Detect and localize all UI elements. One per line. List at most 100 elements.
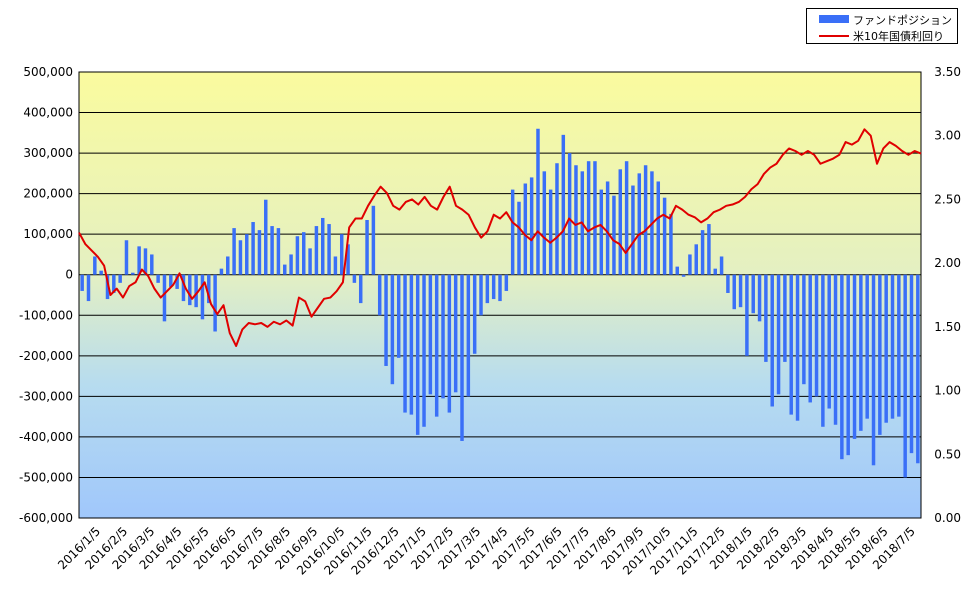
fund-position-bar — [738, 274, 743, 308]
fund-position-bar — [643, 165, 648, 275]
fund-position-bar — [656, 181, 661, 275]
fund-position-bar — [770, 274, 774, 407]
fund-position-bar — [890, 274, 895, 419]
fund-position-bar — [422, 274, 426, 427]
fund-position-bar — [846, 274, 850, 456]
fund-position-bar — [453, 274, 458, 393]
fund-position-bar — [909, 274, 914, 454]
fund-position-bar — [593, 161, 597, 275]
fund-position-bar — [897, 274, 901, 417]
fund-position-bar — [827, 274, 831, 409]
fund-position-bar — [783, 274, 787, 362]
fund-position-bar — [137, 246, 141, 275]
fund-position-bar — [688, 254, 692, 275]
fund-position-bar — [371, 205, 376, 275]
fund-position-bar — [257, 230, 262, 275]
fund-position-bar — [618, 169, 623, 275]
y2-tick-label: 1.50 — [934, 320, 961, 334]
legend-item-us10y-yield: 米10年国債利回り — [807, 27, 957, 44]
fund-position-bar — [200, 274, 205, 320]
y2-tick-label: 1.00 — [934, 384, 961, 398]
fund-position-bar — [561, 134, 566, 275]
legend-label-us10y-yield: 米10年国債利回り — [853, 30, 944, 43]
fund-position-bar — [441, 274, 445, 399]
y2-tick-label: 2.00 — [934, 256, 961, 270]
fund-position-bar — [732, 274, 736, 310]
fund-position-bar — [415, 274, 420, 435]
fund-position-bar — [447, 274, 452, 413]
fund-position-bar — [99, 270, 103, 275]
fund-position-bar — [808, 274, 812, 403]
fund-position-bar — [80, 274, 84, 291]
fund-position-bar — [194, 274, 198, 308]
x-axis-labels: 2016/1/52016/2/52016/3/52016/4/52016/5/5… — [55, 524, 918, 577]
fund-position-bar — [270, 226, 274, 275]
fund-position-bar — [903, 274, 907, 478]
legend: ファンドポジション 米10年国債利回り — [806, 8, 958, 44]
fund-position-bar — [124, 240, 129, 275]
y-tick-label: 0 — [65, 268, 73, 282]
fund-position-bar — [238, 240, 243, 275]
fund-position-bar — [150, 254, 154, 275]
y-tick-label: 500,000 — [23, 65, 73, 79]
y-tick-label: -500,000 — [19, 470, 73, 484]
fund-position-bar — [308, 248, 312, 275]
fund-position-bar — [105, 274, 110, 300]
fund-position-bar — [276, 228, 281, 275]
fund-position-bar — [586, 161, 591, 275]
gridlines — [79, 71, 921, 519]
y-tick-label: 400,000 — [23, 106, 73, 120]
fund-position-bar — [757, 274, 762, 322]
legend-line-swatch — [819, 35, 849, 37]
fund-position-bar — [523, 183, 528, 275]
fund-position-bar — [460, 274, 464, 441]
fund-position-bar — [390, 274, 395, 385]
fund-position-bar — [428, 274, 433, 395]
fund-position-bar — [764, 274, 768, 362]
fund-position-bar — [245, 234, 249, 275]
y-tick-label: -300,000 — [19, 389, 73, 403]
fund-position-bar — [232, 228, 236, 275]
fund-position-bar — [814, 274, 819, 397]
fund-position-bar — [466, 274, 471, 397]
fund-position-bar — [264, 199, 268, 275]
left-axis-labels: 500,000 400,000 300,000 200,000 100,000 0 -100… — [19, 65, 73, 525]
fund-position-bar — [377, 274, 382, 316]
y-tick-label: -400,000 — [19, 430, 73, 444]
fund-position-bar — [517, 201, 521, 275]
fund-position-bar — [871, 274, 876, 466]
fund-position-bar — [567, 153, 572, 275]
fund-position-bar — [365, 219, 369, 275]
fund-position-bar — [555, 163, 559, 275]
fund-position-bar — [156, 274, 160, 283]
fund-position-bar — [339, 234, 344, 275]
fund-position-bar — [821, 274, 825, 427]
fund-position-bar — [358, 274, 363, 304]
fund-position-bar — [631, 185, 635, 275]
fund-position-bar — [852, 274, 857, 439]
fund-position-bar — [226, 256, 230, 275]
fund-position-bar — [675, 266, 679, 275]
fund-position-bar — [251, 222, 255, 275]
fund-position-bar — [289, 254, 293, 275]
fund-position-bar — [434, 274, 439, 417]
right-axis-labels: 3.50 3.00 2.50 2.00 1.50 1.00 0.50 0.00 — [934, 65, 961, 525]
fund-position-bar — [213, 274, 217, 332]
fund-position-bar — [878, 274, 882, 435]
bar-series — [80, 128, 920, 478]
fund-position-bar — [131, 272, 135, 275]
fund-position-bar — [719, 256, 724, 275]
fund-position-bar — [707, 224, 711, 275]
fund-position-bar — [624, 161, 629, 275]
y-tick-label: 300,000 — [23, 146, 73, 160]
fund-position-bar — [504, 274, 509, 291]
fund-position-bar — [548, 189, 553, 275]
y-tick-label: -100,000 — [19, 308, 73, 322]
fund-position-bar — [384, 274, 388, 366]
fund-position-bar — [802, 274, 806, 385]
fund-position-bar — [599, 189, 604, 275]
fund-position-bar — [219, 268, 224, 275]
fund-position-bar — [472, 274, 477, 354]
fund-position-bar — [694, 244, 698, 275]
